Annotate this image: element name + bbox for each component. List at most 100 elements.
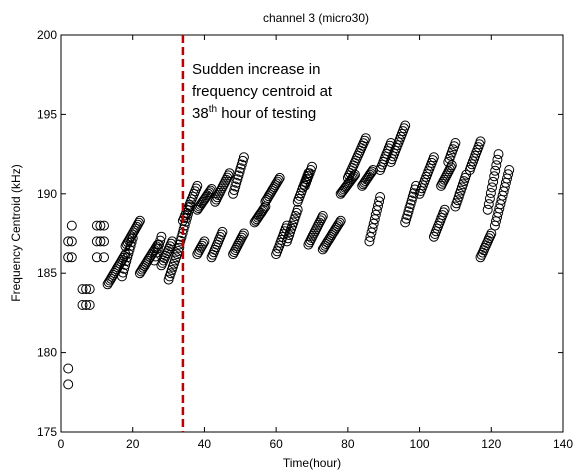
data-point	[365, 168, 376, 179]
data-point	[503, 169, 514, 180]
data-point	[84, 300, 95, 310]
data-point	[84, 284, 95, 295]
data-point	[307, 161, 317, 172]
data-point	[358, 138, 369, 149]
data-points	[63, 120, 515, 390]
annotation: Sudden increase in frequency centroid at…	[192, 61, 333, 122]
data-point	[63, 379, 74, 390]
x-tick-label: 100	[410, 437, 430, 451]
data-point	[91, 220, 102, 231]
data-point	[119, 263, 130, 274]
data-point	[77, 300, 88, 310]
data-point	[475, 136, 486, 147]
data-point	[323, 235, 334, 246]
data-point	[366, 166, 377, 177]
data-point	[95, 220, 106, 231]
x-axis-label: Time(hour)	[283, 456, 341, 470]
data-point	[167, 236, 178, 247]
data-point	[348, 171, 359, 182]
data-point	[91, 252, 102, 263]
data-point	[273, 174, 284, 185]
data-point	[330, 224, 341, 235]
data-point	[408, 188, 419, 199]
y-tick-label: 175	[37, 425, 57, 439]
y-axis-label: Frequency Centroid (kHz)	[9, 164, 23, 301]
y-tick-label: 180	[37, 346, 57, 360]
data-point	[66, 220, 77, 231]
y-tick-label: 190	[37, 187, 57, 201]
data-point	[292, 204, 303, 215]
data-point	[122, 252, 133, 263]
annotation-hour: 38	[192, 105, 209, 122]
data-point	[204, 187, 215, 198]
data-point	[489, 171, 500, 182]
data-point	[175, 235, 186, 246]
data-point	[147, 248, 158, 259]
data-point	[146, 250, 157, 261]
data-point	[482, 204, 493, 215]
data-point	[232, 174, 243, 185]
data-point	[450, 138, 461, 148]
data-point	[63, 252, 74, 263]
data-point	[428, 152, 439, 163]
data-point	[66, 236, 77, 247]
data-point	[155, 235, 166, 246]
data-point	[403, 206, 414, 217]
data-point	[77, 284, 88, 295]
data-point	[331, 222, 342, 233]
data-point	[334, 217, 345, 228]
data-point	[491, 160, 502, 171]
data-point	[493, 149, 504, 160]
data-point	[402, 210, 413, 221]
data-point	[236, 159, 247, 170]
data-point	[487, 182, 497, 193]
data-point	[407, 191, 418, 202]
data-point	[161, 248, 172, 259]
data-point	[400, 120, 411, 131]
data-point	[91, 236, 102, 247]
data-point	[157, 257, 168, 268]
data-point	[360, 133, 371, 144]
data-point	[99, 236, 109, 247]
data-point	[134, 215, 145, 226]
data-point	[492, 154, 503, 165]
x-tick-label: 40	[198, 437, 212, 451]
axis-ticks: 0 20 40 60 80 100 120 140 175 180 185 190 195 200	[37, 28, 573, 451]
data-point	[274, 172, 285, 183]
data-point	[81, 300, 92, 310]
data-point	[482, 238, 492, 248]
data-point	[322, 237, 333, 248]
data-point	[223, 170, 234, 181]
data-point	[238, 228, 249, 239]
data-point	[81, 284, 92, 295]
x-tick-label: 120	[481, 437, 501, 451]
data-point	[439, 204, 450, 215]
data-point	[151, 241, 162, 252]
data-point	[154, 239, 164, 250]
data-point	[258, 204, 269, 215]
data-point	[156, 231, 167, 242]
data-point	[123, 248, 134, 259]
annotation-line-3: 38th hour of testing	[192, 104, 316, 122]
data-point	[475, 252, 486, 263]
data-point	[483, 235, 494, 246]
data-point	[485, 230, 496, 241]
data-point	[224, 168, 235, 179]
data-point	[374, 196, 385, 207]
data-point	[198, 238, 209, 249]
data-point	[237, 230, 248, 241]
data-point	[63, 236, 74, 247]
data-point	[63, 363, 74, 374]
x-tick-label: 0	[58, 437, 65, 451]
annotation-superscript: th	[209, 104, 217, 115]
data-point	[404, 202, 415, 213]
data-point	[99, 220, 109, 231]
data-point	[174, 242, 185, 253]
data-point	[385, 138, 396, 148]
data-point	[335, 215, 346, 226]
data-point	[484, 233, 495, 244]
annotation-suffix: hour of testing	[217, 105, 316, 122]
data-point	[446, 160, 457, 171]
data-point	[199, 236, 210, 247]
